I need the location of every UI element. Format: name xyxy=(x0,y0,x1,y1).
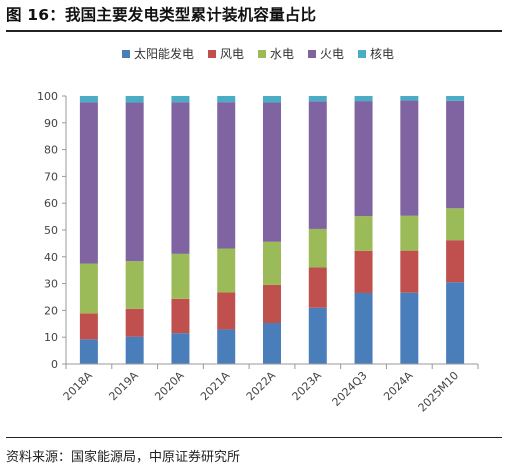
bar-segment xyxy=(354,216,373,251)
bar-segment xyxy=(79,102,98,264)
bar-segment xyxy=(125,336,144,364)
bar-segment xyxy=(217,102,236,249)
bar-segment xyxy=(308,96,327,102)
legend-swatch xyxy=(358,50,366,58)
source-rule xyxy=(6,437,502,438)
bars xyxy=(79,96,465,364)
bar-segment xyxy=(263,241,281,285)
x-tick-label: 2020A xyxy=(152,369,187,404)
bar-segment xyxy=(446,100,465,209)
bar-segment xyxy=(217,329,236,364)
x-axis: 2018A 2019A 2020A 2021A 2022A 2023A 2024Q3 2024… xyxy=(61,363,479,415)
x-tick-label: 2024A xyxy=(381,369,416,404)
y-tick-label: 40 xyxy=(44,251,58,264)
x-tick-label: 2019A xyxy=(106,369,141,404)
x-tick-label: 2021A xyxy=(198,369,233,404)
figure-title: 图 16：我国主要发电类型累计装机容量占比 xyxy=(6,6,317,24)
y-tick-label: 70 xyxy=(44,170,58,183)
bar-segment xyxy=(354,101,373,217)
legend-label: 核电 xyxy=(370,47,394,61)
x-tick-label: 2022A xyxy=(244,369,279,404)
legend-swatch xyxy=(208,50,216,58)
bar-segment xyxy=(354,292,373,364)
bar-segment xyxy=(217,96,236,103)
y-tick-label: 20 xyxy=(44,304,58,317)
legend-swatch xyxy=(122,50,130,58)
bar-segment xyxy=(446,96,465,101)
bar-segment xyxy=(171,298,190,334)
y-tick-label: 80 xyxy=(44,144,58,157)
bar-segment xyxy=(79,263,98,314)
bar-segment xyxy=(171,96,190,103)
legend: 太阳能发电 风电 水电 火电 核电 xyxy=(122,46,394,61)
bar-segment xyxy=(171,253,190,299)
bar-segment xyxy=(400,215,419,251)
bar-segment xyxy=(308,101,327,229)
bar-segment xyxy=(400,100,419,216)
bar-segment xyxy=(400,250,419,293)
bar-segment xyxy=(217,248,236,293)
y-tick-label: 10 xyxy=(44,331,58,344)
bar-segment xyxy=(79,96,98,103)
legend-swatch xyxy=(308,50,316,58)
bar-segment xyxy=(354,250,373,293)
legend-label: 风电 xyxy=(220,47,244,61)
y-tick-label: 90 xyxy=(44,117,58,130)
legend-label: 太阳能发电 xyxy=(134,46,194,61)
title-rule xyxy=(6,30,502,32)
bar-segment xyxy=(400,292,419,364)
bar-segment xyxy=(308,267,327,308)
bar-segment xyxy=(171,102,190,254)
bar-segment xyxy=(217,292,236,330)
bar-segment xyxy=(125,261,144,309)
bar-segment xyxy=(263,284,281,323)
x-tick-label: 2018A xyxy=(61,369,96,404)
bar-segment xyxy=(446,208,465,241)
y-tick-label: 0 xyxy=(51,358,58,371)
y-tick-label: 50 xyxy=(44,224,58,237)
bar-segment xyxy=(79,313,98,340)
y-axis: 0 10 20 30 40 50 60 70 80 90 100 xyxy=(37,90,67,371)
bar-segment xyxy=(263,96,281,103)
bar-segment xyxy=(125,308,144,337)
bar-segment xyxy=(400,96,419,101)
bar-segment xyxy=(446,240,465,283)
bar-segment xyxy=(308,228,327,268)
bar-segment xyxy=(263,102,281,242)
bar-segment xyxy=(125,96,144,103)
y-tick-label: 100 xyxy=(37,90,58,103)
source-note: 资料来源：国家能源局，中原证券研究所 xyxy=(6,450,241,465)
bar-segment xyxy=(354,96,373,102)
bar-segment xyxy=(125,102,144,262)
bar-segment xyxy=(263,322,281,364)
y-tick-label: 30 xyxy=(44,278,58,291)
bar-segment xyxy=(446,282,465,364)
legend-label: 水电 xyxy=(270,47,294,61)
stacked-bar-chart: 太阳能发电 风电 水电 火电 核电 0 10 20 30 40 50 60 70 80 90 100 201… xyxy=(37,46,479,415)
legend-label: 火电 xyxy=(320,47,344,61)
bar-segment xyxy=(308,307,327,364)
bar-segment xyxy=(171,333,190,364)
bar-segment xyxy=(79,339,98,364)
x-tick-label: 2025M10 xyxy=(416,369,462,415)
x-tick-label: 2023A xyxy=(290,369,325,404)
legend-swatch xyxy=(258,50,266,58)
x-tick-label: 2024Q3 xyxy=(330,369,370,409)
y-tick-label: 60 xyxy=(44,197,58,210)
